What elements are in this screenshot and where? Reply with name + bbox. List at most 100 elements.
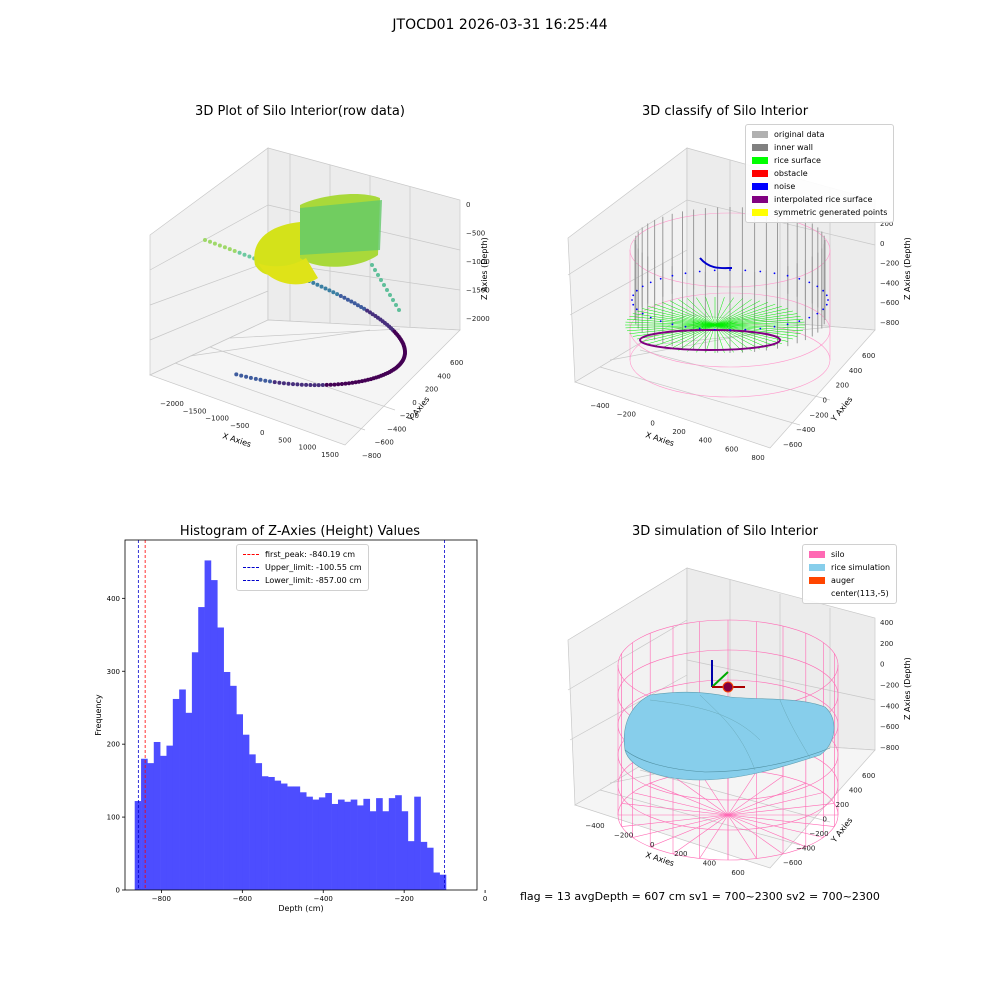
panel1-y-tick: −400 <box>387 425 406 433</box>
histogram-bar <box>433 872 440 890</box>
panel1-ring-point <box>327 288 332 293</box>
histogram-bar <box>382 811 390 890</box>
legend-swatch <box>752 196 768 203</box>
panel1-zlabel: Z Axies (Depth) <box>480 237 489 300</box>
panel1-ring-point <box>222 245 227 250</box>
histogram-bar <box>299 792 307 890</box>
panel3-y-ticks: 0 100 200 300 400 <box>107 595 125 895</box>
legend-item: rice surface <box>752 154 887 167</box>
panel1-side-point <box>373 268 377 272</box>
panel2-noise-point <box>632 303 635 306</box>
panel1-ring-point <box>253 376 258 381</box>
panel1-ring-point <box>316 383 321 388</box>
panel2-surface-ray <box>714 316 801 326</box>
panel4-z-tick: 400 <box>880 619 893 627</box>
histogram-bar <box>388 798 396 891</box>
legend-label: inner wall <box>774 143 814 152</box>
legend-line <box>243 580 259 581</box>
panel2-noise-point <box>659 320 662 323</box>
legend-swatch <box>809 590 825 597</box>
panel2-noise-point <box>684 325 687 328</box>
panel2-noise-point <box>773 325 776 328</box>
panel2-rice-surface <box>625 297 805 353</box>
panel4-z-tick: −200 <box>880 682 899 690</box>
panel2-surface-ray <box>687 298 716 326</box>
panel3-frame <box>124 539 478 891</box>
histogram-bar <box>407 841 415 890</box>
panel1-z-tick: −1500 <box>466 287 490 295</box>
panel2-noise-point <box>816 285 819 288</box>
panel2-z-tick: −200 <box>880 260 899 268</box>
legend-label: noise <box>774 182 796 191</box>
panel2-z-tick: 200 <box>880 220 893 228</box>
panel2-surface-ray <box>625 321 716 326</box>
panel1-ring-point <box>268 379 272 384</box>
panel1-y-tick: −600 <box>375 439 394 447</box>
status-footer: flag = 13 avgDepth = 607 cm sv1 = 700~23… <box>520 890 880 903</box>
panel1-side-point <box>388 293 392 297</box>
panel1-y-tick: 600 <box>450 359 463 367</box>
panel2-title: 3D classify of Silo Interior <box>641 104 809 119</box>
panel4-x-tick: 600 <box>731 869 744 877</box>
panel3-y-tick-label: 0 <box>116 887 120 895</box>
panel2-surface-ray <box>714 324 776 347</box>
panel2-noise-point <box>759 270 762 273</box>
panel4-silo-floor-spoke <box>632 814 729 838</box>
histogram-bar <box>229 685 237 890</box>
panel2-surface-ray <box>696 297 716 326</box>
panel3-x-ticks: −800 −600 −400 −200 0 <box>152 890 487 903</box>
panel1-ring-point <box>345 297 350 302</box>
histogram-bar <box>141 758 148 890</box>
legend-label: Upper_limit: -100.55 cm <box>265 563 362 572</box>
histogram-bar <box>236 714 243 890</box>
panel2-surface-ray <box>714 324 798 337</box>
panel1-ring-point <box>350 380 355 385</box>
panel2-xlabel: X Axies <box>644 430 675 448</box>
panel1-ring-point <box>244 374 249 379</box>
panel3-ylabel: Frequency <box>94 694 103 736</box>
panel4-title: 3D simulation of Silo Interior <box>632 524 818 539</box>
legend-label: Lower_limit: -857.00 cm <box>265 576 362 585</box>
panel1-ring-point <box>338 294 343 298</box>
panel2-noise-point <box>786 323 789 326</box>
legend-swatch <box>752 170 768 177</box>
panel2-surface-ray <box>662 324 716 348</box>
panel3-y-tick-label: 400 <box>107 595 120 603</box>
panel2-noise-point <box>635 308 638 311</box>
panel1-ring-point <box>281 381 286 386</box>
panel4-silo-floor-spoke <box>727 775 784 816</box>
panel1-side-point <box>391 298 395 302</box>
panel1-ring-point <box>237 250 242 255</box>
panel2-surface-ray <box>714 310 793 326</box>
panel1-x-ticks: −2000−1500−1000−500 0 500 1000 1500 <box>160 400 339 459</box>
panel1-ring-point <box>217 243 222 248</box>
panel2-noise-point <box>798 277 801 280</box>
panel1-top-body <box>254 194 382 285</box>
panel2-surface-ray <box>642 308 716 326</box>
panel1-ring-point <box>272 380 277 385</box>
panel2-noise-point <box>671 274 674 277</box>
panel1-z-tick: −1000 <box>466 258 490 266</box>
panel4-z-tick: −600 <box>880 723 899 731</box>
panel1-ring-point <box>352 301 357 306</box>
panel3-bars <box>134 560 447 891</box>
panel1-point-cloud <box>203 238 407 388</box>
panel3-legend: first_peak: -840.19 cm Upper_limit: -100.… <box>236 544 369 591</box>
histogram-bar <box>210 580 218 890</box>
panel1-ring-point <box>332 382 337 387</box>
histogram-bar <box>255 763 263 891</box>
panel4-z-tick: 0 <box>880 661 884 669</box>
panel2-axes-box <box>567 147 876 449</box>
panel1-ring-point <box>286 381 291 386</box>
panel2-z-tick: −400 <box>880 279 899 287</box>
panel1-ring-point <box>299 382 304 387</box>
panel1-ring-point <box>203 238 207 242</box>
panel4-silo-floor-spoke <box>727 771 757 816</box>
panel1-ring-point <box>331 290 336 295</box>
panel4-silo-floor-spoke <box>727 814 784 855</box>
histogram-bar <box>217 627 224 890</box>
panel4-auger <box>711 660 745 693</box>
panel2-y-tick: −400 <box>796 426 815 434</box>
